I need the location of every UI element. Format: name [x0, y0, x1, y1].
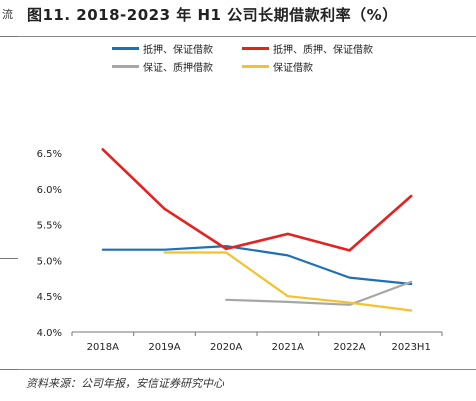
- y-tick-label: 4.5%: [37, 292, 62, 303]
- x-tick-label: 2021A: [272, 342, 304, 353]
- series-line: [101, 245, 413, 286]
- top-divider: [0, 36, 476, 37]
- series-line: [101, 148, 413, 252]
- legend-label: 保证、质押借款: [143, 63, 213, 74]
- x-tick-label: 2018A: [87, 342, 119, 353]
- bottom-divider: [18, 369, 476, 370]
- left-margin-mark: [0, 258, 18, 259]
- legend-label: 抵押、保证借款: [143, 45, 213, 56]
- legend-label: 保证借款: [273, 63, 313, 74]
- series-line: [163, 251, 413, 312]
- y-tick-label: 6.0%: [37, 185, 62, 196]
- legend-swatch: [112, 47, 139, 50]
- legend-item: 抵押、保证借款: [112, 41, 213, 56]
- chart-legend: 抵押、保证借款 抵押、质押、保证借款 保证、质押借款 保证借款: [112, 41, 432, 77]
- legend-item: 保证借款: [242, 59, 313, 74]
- source-note: 资料来源：公司年报，安信证券研究中心: [26, 377, 224, 390]
- legend-swatch: [242, 47, 269, 50]
- legend-label: 抵押、质押、保证借款: [273, 45, 373, 56]
- y-tick-label: 6.5%: [37, 149, 62, 160]
- edge-text: 流: [2, 8, 13, 21]
- legend-swatch: [112, 65, 139, 68]
- y-tick-label: 5.5%: [37, 221, 62, 232]
- y-tick-label: 4.0%: [37, 328, 62, 339]
- x-tick-label: 2019A: [148, 342, 180, 353]
- x-tick-label: 2020A: [210, 342, 242, 353]
- left-margin-mark: [0, 369, 18, 370]
- legend-swatch: [242, 65, 269, 68]
- x-tick-label: 2022A: [333, 342, 365, 353]
- legend-item: 抵押、质押、保证借款: [242, 41, 373, 56]
- left-margin-mark: [0, 36, 18, 37]
- y-tick-label: 5.0%: [37, 256, 62, 267]
- chart-title: 图11. 2018-2023 年 H1 公司长期借款利率（%）: [27, 6, 398, 24]
- legend-item: 保证、质押借款: [112, 59, 213, 74]
- x-tick-label: 2023H1: [391, 342, 430, 353]
- series-line: [225, 280, 413, 306]
